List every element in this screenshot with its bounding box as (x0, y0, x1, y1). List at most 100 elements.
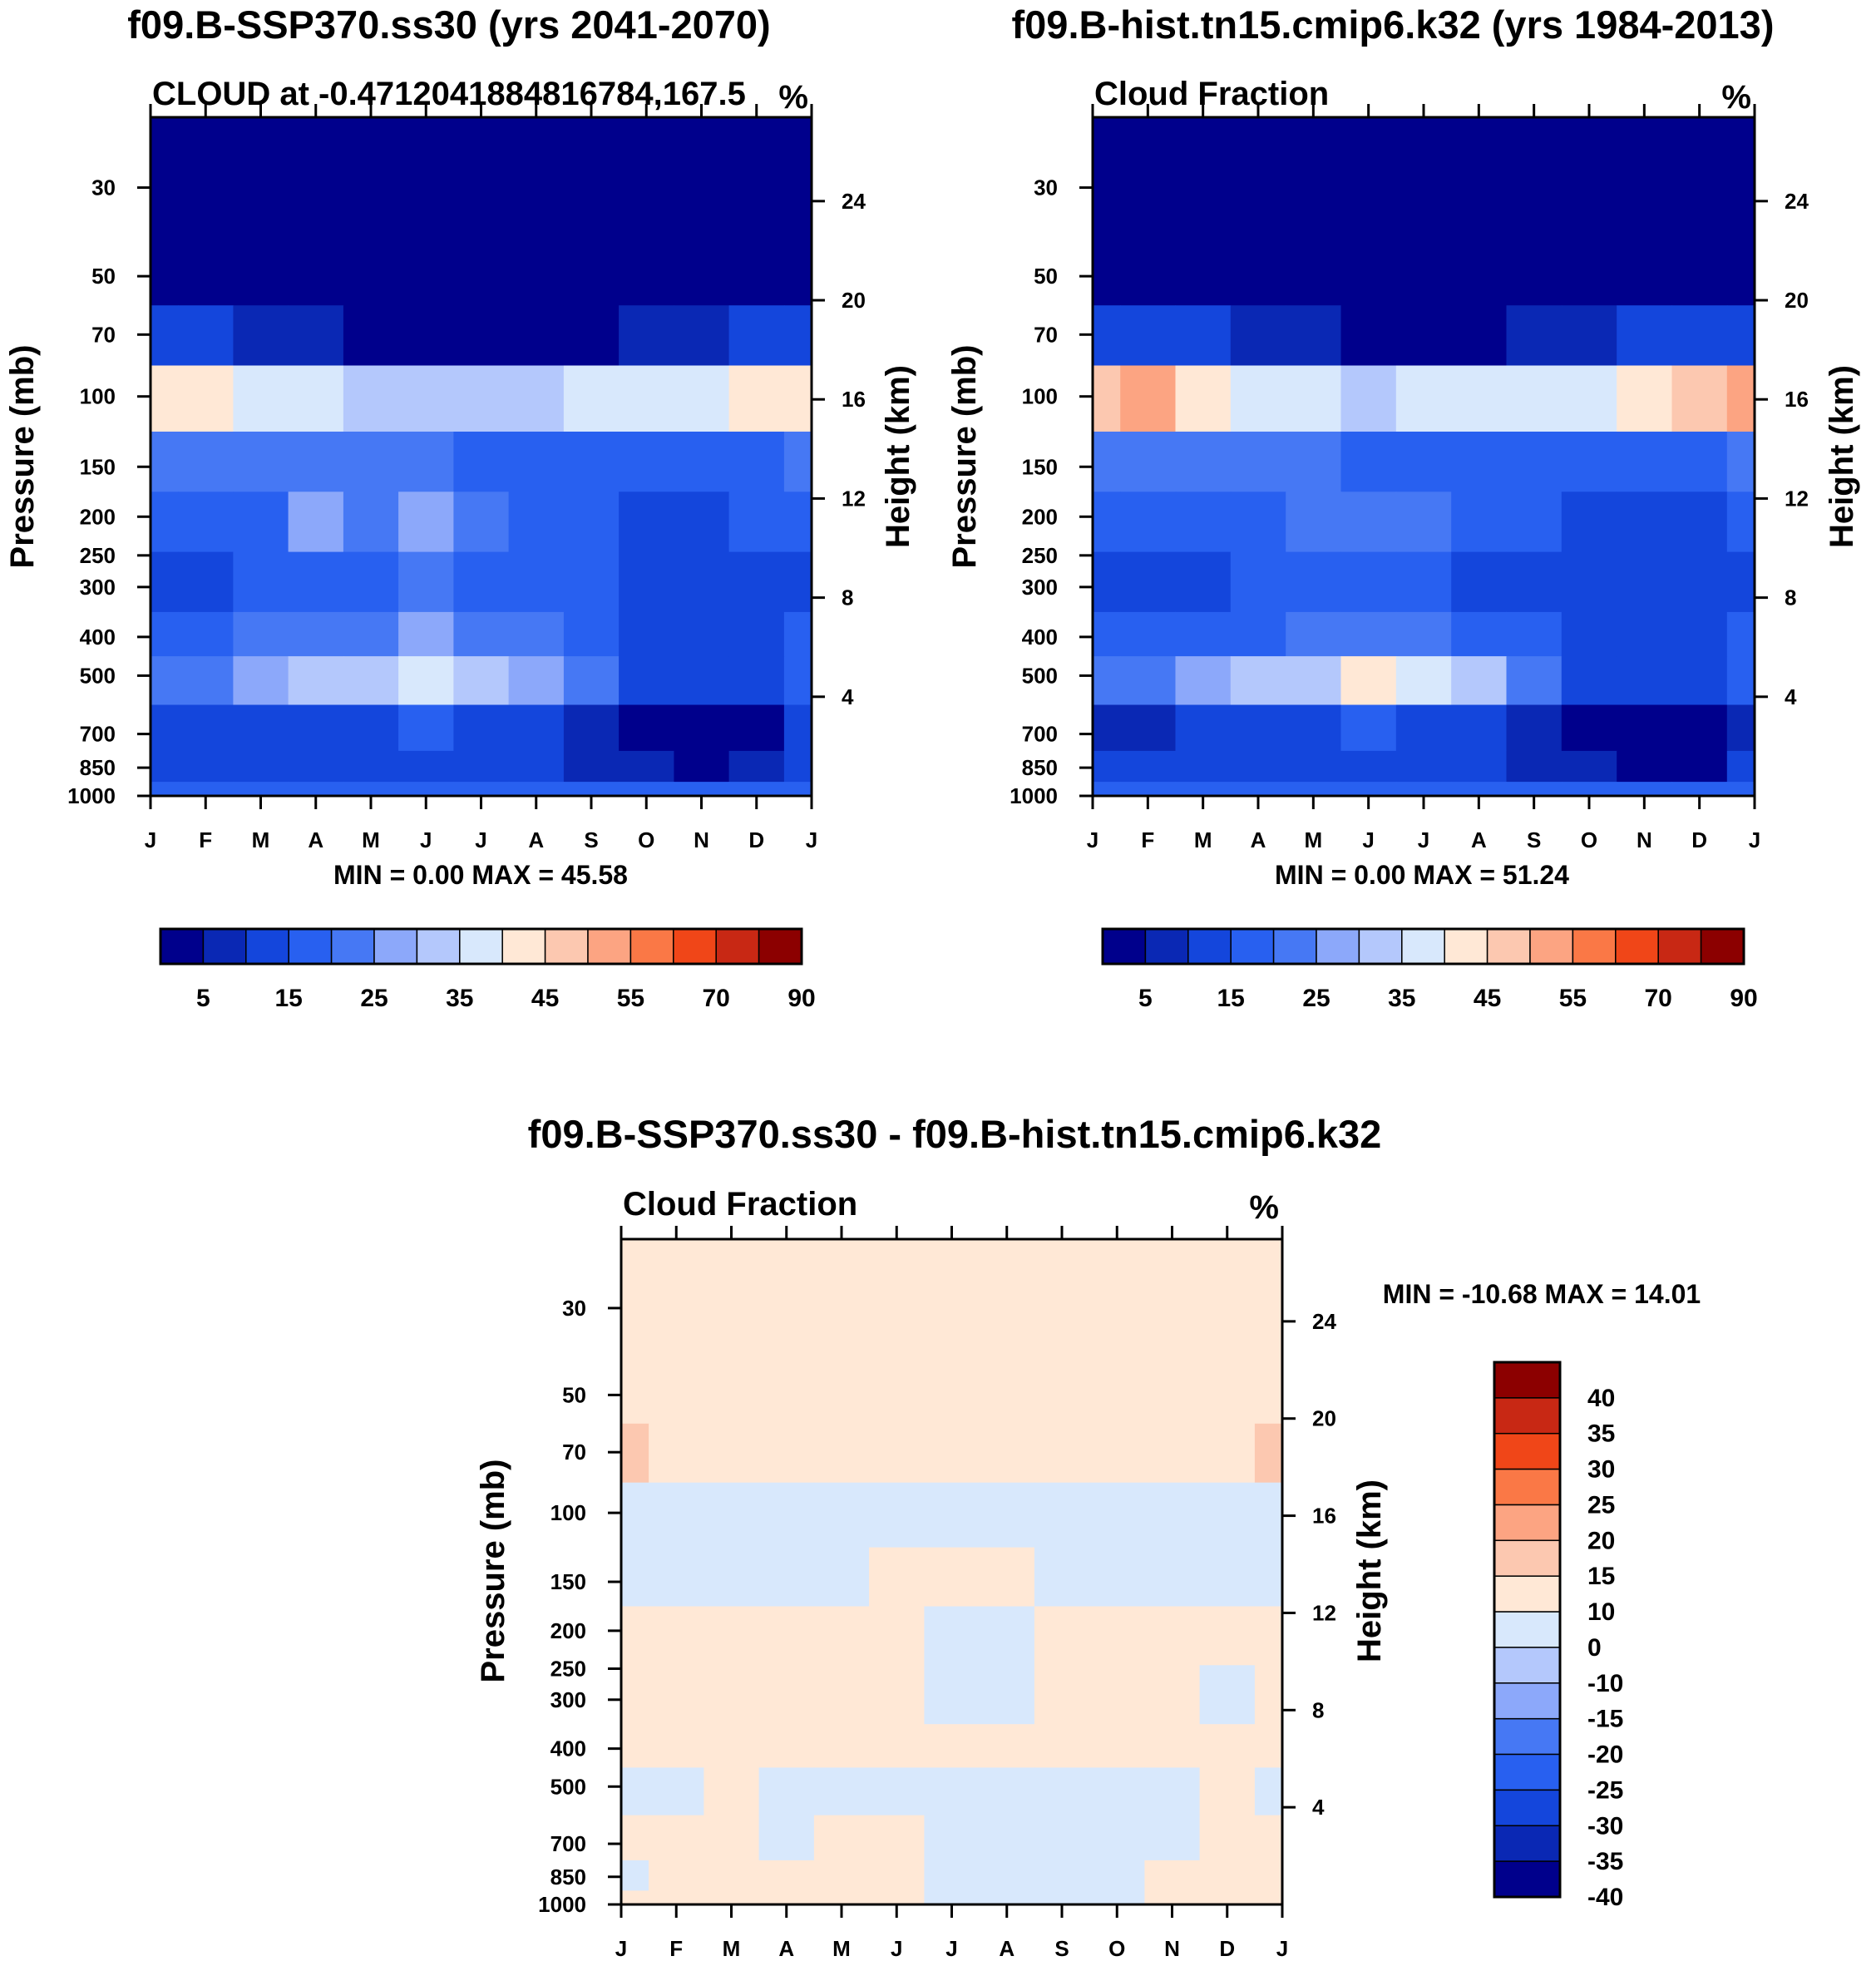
contour-cell (758, 1606, 815, 1666)
contour-cell (563, 491, 620, 553)
contour-cell (783, 491, 812, 553)
contour-cell (1286, 365, 1342, 432)
contour-cell (1093, 551, 1121, 613)
contour-cell (151, 656, 179, 706)
contour-cell (704, 1239, 760, 1352)
contour-cell (1340, 656, 1397, 706)
colorbar-label: 90 (787, 985, 815, 1012)
contour-cell (728, 491, 785, 553)
colorbar-label: 0 (1587, 1634, 1602, 1662)
panel-1: f09.B-SSP370.ss30 (yrs 2041-2070) CLOUD a… (4, 2, 916, 1012)
contour-cell (1286, 782, 1342, 797)
contour-cell (1726, 432, 1755, 492)
min-max-label: MIN = 0.00 MAX = 51.24 (1275, 860, 1569, 890)
contour-cell (783, 365, 812, 432)
contour-cell (1093, 231, 1121, 306)
contour-cell (619, 365, 674, 432)
contour-cell (1120, 231, 1177, 306)
contour-cell (783, 231, 812, 306)
contour-cell (178, 117, 234, 233)
contour-cell (1254, 1423, 1283, 1484)
contour-cell (1395, 117, 1452, 233)
y-tick-label: 30 (562, 1296, 586, 1321)
contour-cell (1395, 704, 1452, 752)
height-tick-label: 20 (1785, 288, 1809, 313)
contour-cell (1451, 750, 1508, 783)
y-tick-label: 70 (91, 322, 116, 347)
colorbar-box (288, 928, 333, 965)
y-tick-label: 70 (562, 1440, 586, 1465)
contour-cells (151, 117, 812, 797)
contour-cell (1089, 1860, 1145, 1891)
contour-cell (1144, 1890, 1201, 1905)
contour-cell (343, 117, 399, 233)
contour-cell (453, 656, 510, 706)
contour-cell (1089, 1547, 1145, 1608)
contour-cell (1506, 750, 1563, 783)
contour-cell (1199, 1351, 1256, 1425)
contour-cell (1617, 305, 1673, 367)
colorbar-label: 35 (1587, 1420, 1615, 1448)
contour-cell (621, 1351, 649, 1425)
y-tick-label: 200 (1022, 504, 1058, 529)
contour-cell (1144, 1860, 1201, 1891)
x-tick-label: J (475, 827, 486, 852)
contour-cell (1034, 1547, 1090, 1608)
contour-cell (813, 1239, 870, 1352)
contour-cell (619, 117, 674, 233)
x-tick-label: M (723, 1936, 741, 1961)
contour-cell (1561, 305, 1617, 367)
height-tick-label: 8 (1312, 1697, 1324, 1722)
y-tick-label: 50 (91, 264, 116, 289)
contour-cell (1254, 1724, 1283, 1768)
contour-cell (621, 1239, 649, 1352)
y-tick-label: 100 (1022, 384, 1058, 409)
x-tick-label: M (1304, 827, 1322, 852)
contour-cell (1089, 1239, 1145, 1352)
contour-cell (1340, 491, 1397, 553)
contour-cell (343, 365, 399, 432)
contour-cell (728, 432, 785, 492)
contour-cell (1286, 231, 1342, 306)
colorbar-box (1401, 928, 1445, 965)
contour-cell (151, 750, 179, 783)
contour-cell (704, 1724, 760, 1768)
contour-cell (1093, 704, 1121, 752)
x-tick-label: O (1581, 827, 1597, 852)
contour-cell (1089, 1815, 1145, 1861)
contour-cell (1034, 1239, 1090, 1352)
contour-cell (1506, 491, 1563, 553)
contour-cell (1726, 231, 1755, 306)
contour-cell (728, 117, 785, 233)
contour-cell (728, 704, 785, 752)
contour-cell (508, 231, 565, 306)
colorbar-box (160, 928, 205, 965)
contour-cell (813, 1423, 870, 1484)
contour-cell (649, 1239, 704, 1352)
contour-cell (674, 782, 730, 797)
contour-cell (1671, 231, 1728, 306)
contour-cell (783, 305, 812, 367)
x-tick-label: J (615, 1936, 627, 1961)
contour-cell (979, 1767, 1035, 1816)
contour-cell (1395, 365, 1452, 432)
contour-cell (1230, 117, 1286, 233)
colorbar-box (1493, 1647, 1561, 1684)
contour-cell (1254, 1239, 1283, 1352)
contour-cell (704, 1860, 760, 1891)
contour-cell (563, 750, 620, 783)
contour-cell (1561, 117, 1617, 233)
colorbar-box (629, 928, 674, 965)
x-tick-label: M (362, 827, 380, 852)
colorbar-label: 10 (1587, 1598, 1615, 1626)
contour-cell (508, 491, 565, 553)
panel-title: f09.B-SSP370.ss30 (yrs 2041-2070) (127, 2, 770, 47)
colorbar-label: -30 (1587, 1812, 1623, 1840)
colorbar-label: 15 (275, 985, 303, 1012)
contour-cell (1451, 782, 1508, 797)
y-tick-label: 250 (550, 1657, 586, 1682)
contour-cell (1286, 117, 1342, 233)
colorbar-label: 25 (1302, 985, 1330, 1012)
contour-cell (1093, 305, 1121, 367)
contour-cell (924, 1239, 980, 1352)
